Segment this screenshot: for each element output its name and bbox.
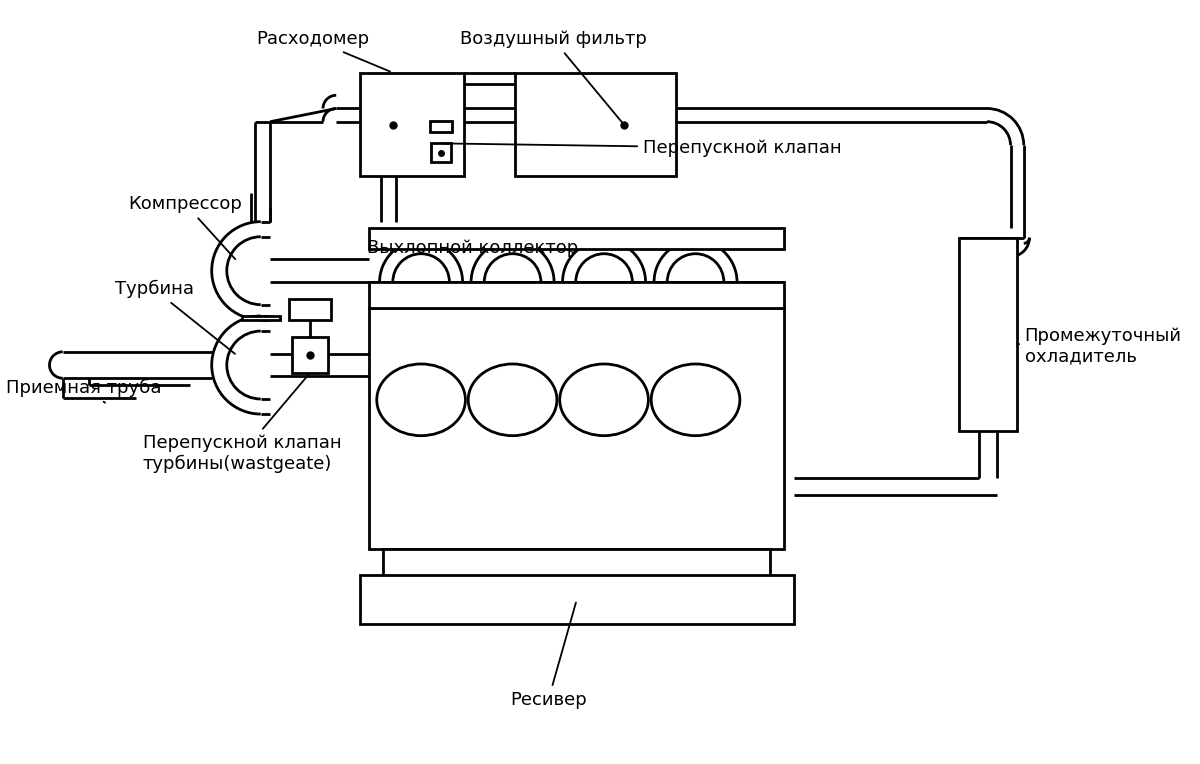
Bar <box>516 73 676 176</box>
Bar <box>370 282 784 309</box>
Text: Приемная труба: Приемная труба <box>6 379 162 403</box>
Bar <box>289 299 331 320</box>
Bar <box>959 238 1018 431</box>
Bar <box>293 337 328 373</box>
Bar <box>431 144 451 162</box>
Ellipse shape <box>652 364 740 435</box>
Bar <box>370 228 784 249</box>
Text: Перепускной клапан: Перепускной клапан <box>444 139 841 157</box>
Bar <box>383 549 770 601</box>
Text: Промежуточный
охладитель: Промежуточный охладитель <box>1018 327 1182 365</box>
Text: Выхлопной коллектор: Выхлопной коллектор <box>367 238 578 257</box>
Ellipse shape <box>559 364 648 435</box>
Bar <box>430 121 452 132</box>
Text: Расходомер: Расходомер <box>256 31 390 72</box>
Bar <box>242 316 280 320</box>
Ellipse shape <box>468 364 557 435</box>
Text: Воздушный фильтр: Воздушный фильтр <box>460 31 647 122</box>
Bar <box>370 309 784 549</box>
Bar <box>360 73 463 176</box>
Text: Ресивер: Ресивер <box>510 603 587 708</box>
Text: Компрессор: Компрессор <box>128 196 242 259</box>
Text: Перепускной клапан
турбины(wastgeate): Перепускной клапан турбины(wastgeate) <box>143 374 342 473</box>
Bar <box>360 575 793 624</box>
Ellipse shape <box>377 364 466 435</box>
Text: Турбина: Турбина <box>114 280 235 354</box>
